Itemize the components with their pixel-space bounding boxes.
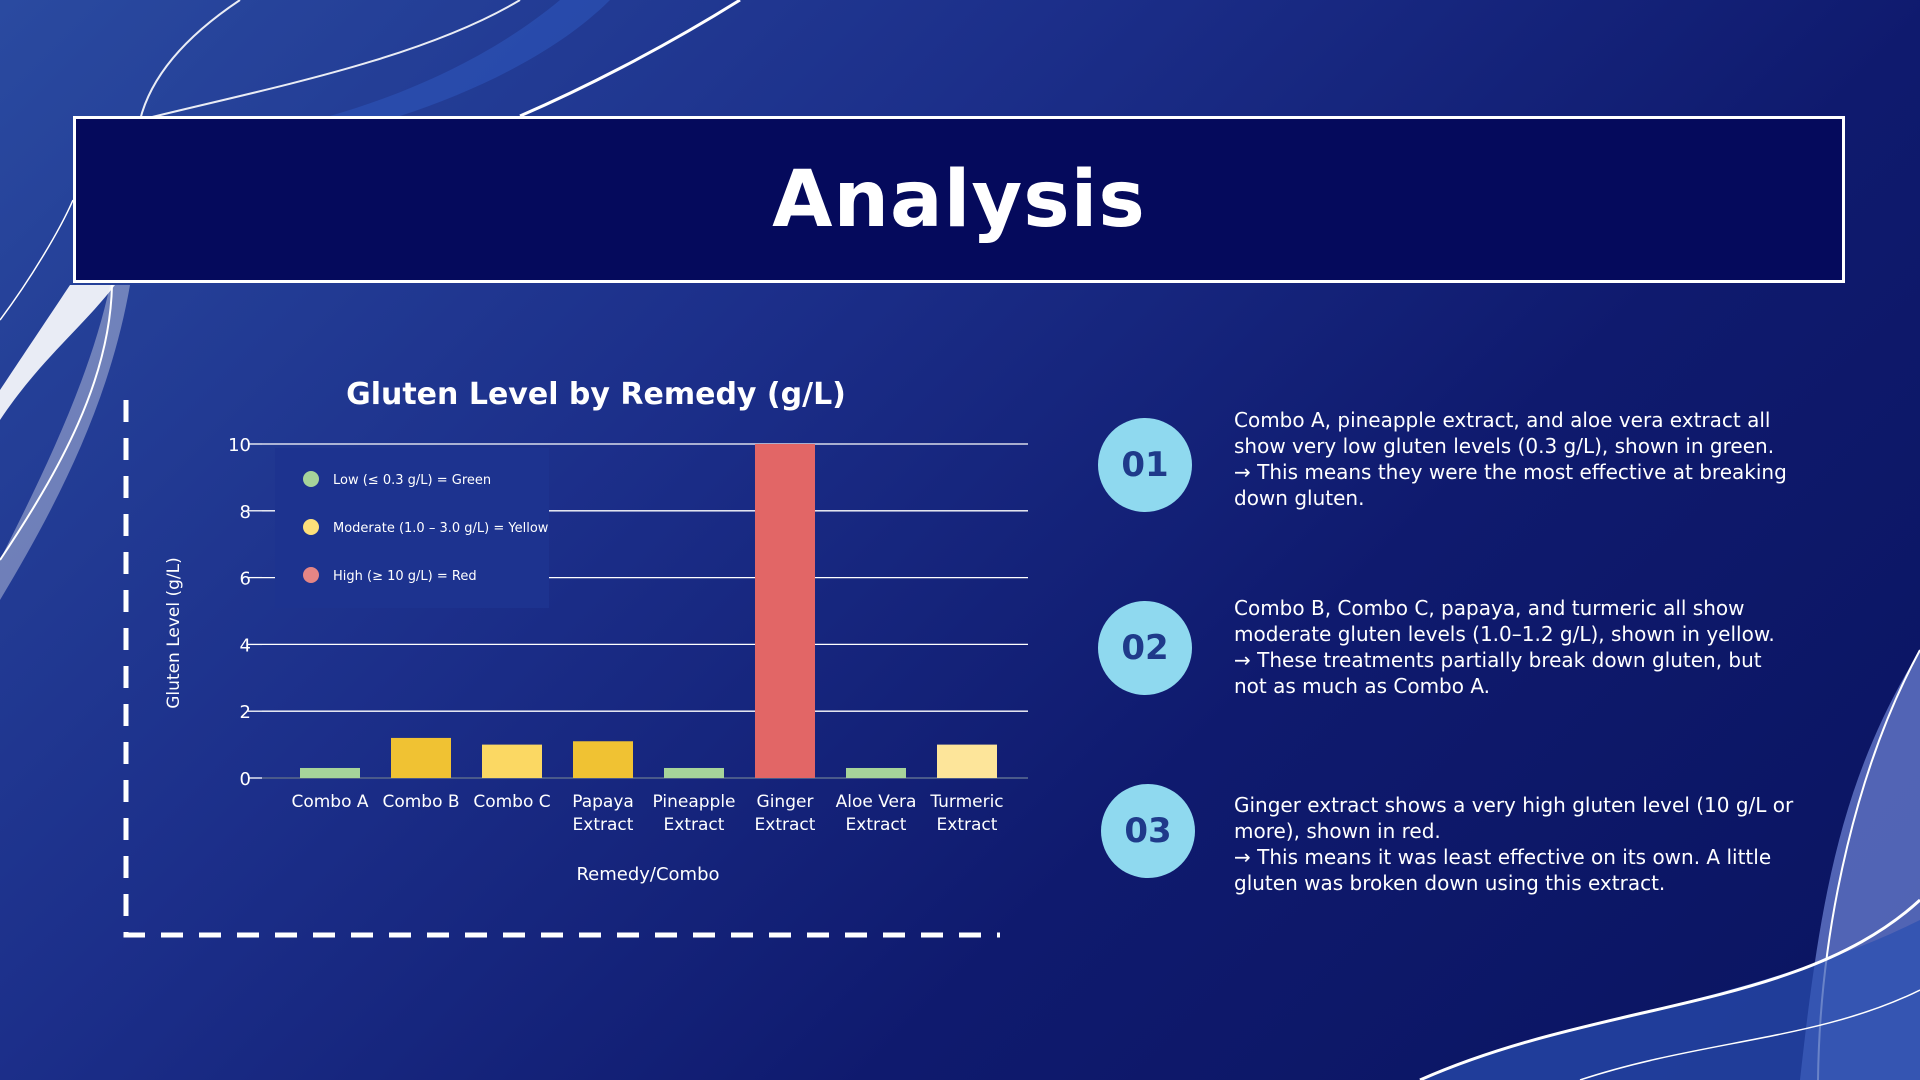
bar bbox=[846, 767, 906, 778]
x-tick-label-line: Extract bbox=[937, 815, 998, 835]
y-tick-label: 6 bbox=[240, 569, 251, 590]
bars-group bbox=[300, 444, 997, 778]
legend-swatch bbox=[303, 567, 319, 583]
bar bbox=[664, 767, 724, 778]
point-text-line: → This means it was least effective on i… bbox=[1234, 845, 1772, 869]
point-text-line: more), shown in red. bbox=[1234, 819, 1441, 843]
point-02-text: Combo B, Combo C, papaya, and turmeric a… bbox=[1234, 595, 1794, 699]
x-tick-label-line: Aloe Vera bbox=[836, 792, 917, 812]
point-number-badge: 03 bbox=[1101, 784, 1195, 878]
point-text-line: show very low gluten levels (0.3 g/L), s… bbox=[1234, 434, 1775, 458]
bar bbox=[391, 737, 451, 778]
slide-title: Analysis bbox=[772, 154, 1146, 245]
point-03: 03 bbox=[1101, 784, 1195, 878]
x-tick-label-line: Papaya bbox=[572, 792, 634, 812]
x-tick-label-line: Combo C bbox=[473, 792, 550, 812]
x-tick-label-line: Combo A bbox=[291, 792, 368, 812]
x-tick-label-line: Ginger bbox=[757, 792, 814, 812]
point-text-line: moderate gluten levels (1.0–1.2 g/L), sh… bbox=[1234, 622, 1775, 646]
point-text-line: down gluten. bbox=[1234, 486, 1365, 510]
chart-title: Gluten Level by Remedy (g/L) bbox=[346, 377, 846, 412]
x-tick-label-line: Extract bbox=[573, 815, 634, 835]
x-tick-label-line: Combo B bbox=[382, 792, 459, 812]
x-tick-label: Turmeric Extract bbox=[929, 792, 1003, 835]
y-axis-ticks: 0 2 4 6 8 10 bbox=[228, 435, 251, 790]
x-tick-label: Combo B bbox=[382, 792, 459, 812]
x-tick-label: Ginger Extract bbox=[755, 792, 816, 835]
bar bbox=[482, 744, 542, 778]
x-tick-label: Combo A bbox=[291, 792, 368, 812]
point-number-badge: 02 bbox=[1098, 601, 1192, 695]
bar bbox=[755, 444, 815, 778]
chart-legend: Low (≤ 0.3 g/L) = Green Moderate (1.0 – 3… bbox=[303, 471, 549, 584]
point-01-text: Combo A, pineapple extract, and aloe ver… bbox=[1234, 407, 1794, 511]
legend-label: Moderate (1.0 – 3.0 g/L) = Yellow bbox=[333, 521, 549, 536]
y-tick-label: 0 bbox=[240, 769, 251, 790]
legend-swatch bbox=[303, 471, 319, 487]
x-tick-label: Pineapple Extract bbox=[652, 792, 735, 835]
x-tick-label-line: Extract bbox=[664, 815, 725, 835]
x-tick-label-line: Extract bbox=[755, 815, 816, 835]
x-tick-label: Papaya Extract bbox=[572, 792, 634, 835]
legend-label: Low (≤ 0.3 g/L) = Green bbox=[333, 473, 491, 488]
y-tick-label: 8 bbox=[240, 502, 251, 523]
point-text-line: Combo B, Combo C, papaya, and turmeric a… bbox=[1234, 596, 1745, 620]
point-02: 02 bbox=[1098, 601, 1192, 695]
bar bbox=[300, 767, 360, 778]
legend-label: High (≥ 10 g/L) = Red bbox=[333, 569, 477, 584]
x-tick-label: Combo C bbox=[473, 792, 550, 812]
bar bbox=[573, 741, 633, 778]
y-tick-label: 2 bbox=[240, 702, 251, 723]
point-01: 01 bbox=[1098, 418, 1192, 512]
x-axis-ticks: Combo A Combo B Combo C Papaya ExtractPineap… bbox=[291, 792, 1003, 835]
point-number-badge: 01 bbox=[1098, 418, 1192, 512]
y-tick-label: 10 bbox=[228, 435, 251, 456]
chart-dashed-frame bbox=[123, 400, 1000, 938]
point-text-line: not as much as Combo A. bbox=[1234, 674, 1491, 698]
point-text-line: → This means they were the most effectiv… bbox=[1234, 460, 1787, 484]
point-text-line: Combo A, pineapple extract, and aloe ver… bbox=[1234, 408, 1771, 432]
y-axis-label: Gluten Level (g/L) bbox=[164, 557, 184, 709]
point-text-line: Ginger extract shows a very high gluten … bbox=[1234, 793, 1794, 817]
point-03-text: Ginger extract shows a very high gluten … bbox=[1234, 792, 1794, 896]
x-tick-label: Aloe Vera Extract bbox=[836, 792, 917, 835]
legend-box bbox=[275, 448, 549, 608]
point-text-line: → These treatments partially break down … bbox=[1234, 648, 1762, 672]
x-tick-label-line: Extract bbox=[846, 815, 907, 835]
bar bbox=[937, 744, 997, 778]
x-tick-label-line: Turmeric bbox=[929, 792, 1003, 812]
point-text-line: gluten was broken down using this extrac… bbox=[1234, 871, 1666, 895]
x-tick-label-line: Pineapple bbox=[652, 792, 735, 812]
x-axis-label: Remedy/Combo bbox=[576, 864, 719, 885]
y-tick-label: 4 bbox=[240, 635, 251, 656]
legend-swatch bbox=[303, 519, 319, 535]
title-banner: Analysis bbox=[73, 116, 1845, 283]
